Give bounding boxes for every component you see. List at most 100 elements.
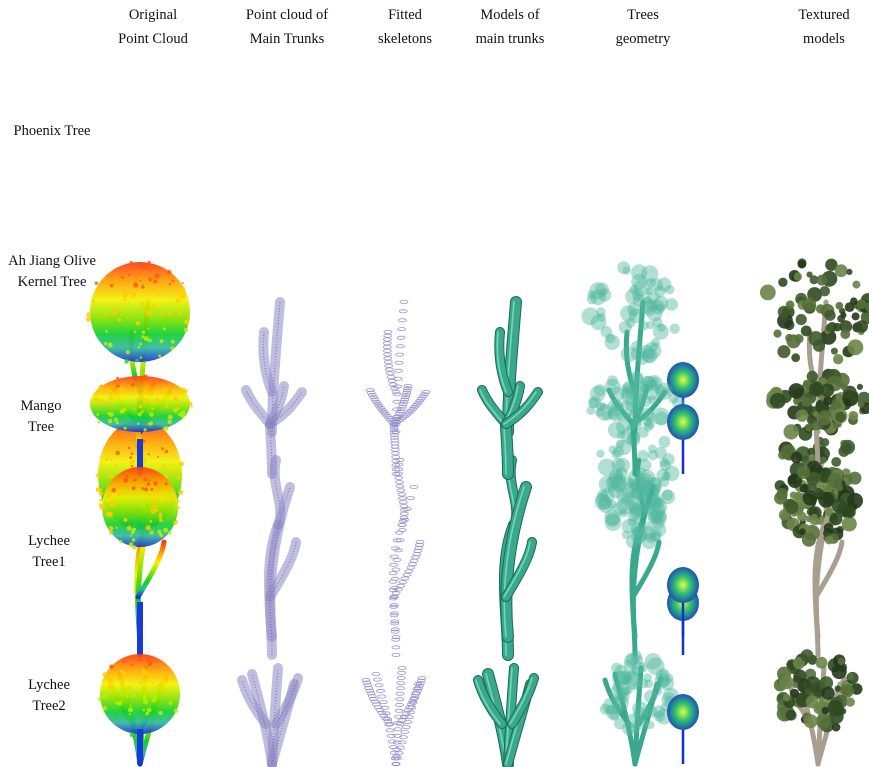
skeleton-ring [380, 411, 390, 416]
geometry-leaf-cluster [630, 486, 648, 504]
geometry-leaf-cluster [599, 402, 608, 411]
geometry-leaf-cluster [668, 393, 679, 404]
point-cloud-point [142, 669, 148, 675]
geometry-leaf-cluster [643, 673, 652, 683]
skeleton-ring [389, 562, 398, 567]
point-cloud-point [129, 461, 133, 465]
point-cloud-point [147, 453, 150, 456]
skeleton-ring [390, 435, 400, 440]
point-cloud-point [152, 674, 158, 680]
point-cloud-point [142, 696, 147, 701]
skeleton-ring [399, 714, 409, 719]
point-cloud-point [130, 452, 134, 456]
geometry-leaf-cluster [643, 382, 661, 401]
trunk-model-highlight [479, 389, 505, 425]
geometry-leaf-cluster [646, 320, 655, 330]
point-cloud-point [157, 499, 160, 502]
trunk-model-branch [502, 538, 536, 601]
column-header-original-point-cloud: Original Point Cloud [108, 3, 198, 51]
geometry-leaf-cluster [631, 476, 649, 494]
geometry-leaf-cluster [630, 503, 643, 516]
skeleton-ring [393, 727, 403, 732]
textured-leaf [840, 439, 856, 455]
skeleton-ring [398, 402, 408, 407]
point-cloud-point [115, 701, 119, 705]
geometry-leaf-cluster [586, 406, 596, 415]
geometry-leaf-cluster [627, 303, 641, 317]
geometry-leaf-cluster [613, 473, 626, 487]
point-cloud-point [122, 477, 129, 483]
geometry-leaf-cluster [600, 326, 613, 338]
point-cloud-point [165, 405, 169, 409]
point-cloud-point [115, 450, 120, 456]
point-cloud-point [153, 692, 159, 698]
geometry-leaf-cluster [593, 384, 606, 397]
geometry-leaf-cluster [659, 677, 669, 688]
geometry-leaf-cluster [661, 386, 671, 396]
geometry-leaf-cluster [652, 497, 665, 509]
skeleton-ring [369, 395, 379, 400]
skeleton-ring [389, 554, 399, 559]
skeleton-ring [395, 352, 405, 357]
point-cloud-point [94, 281, 99, 285]
geometry-leaf-cluster [653, 710, 666, 723]
point-cloud-point [107, 418, 113, 424]
point-cloud-point [177, 292, 180, 295]
textured-leaf [810, 472, 821, 482]
skeleton-ring [394, 587, 403, 592]
textured-leaf [801, 532, 817, 547]
textured-leaf [819, 286, 830, 297]
geometry-leaf-cluster [621, 383, 633, 394]
fitted-skeleton-row-3 [389, 484, 425, 640]
row-label-line: Mango [20, 398, 62, 414]
column-header-fitted-skeletons: Fitted skeletons [360, 3, 450, 51]
geometry-branch [632, 665, 644, 767]
geometry-leaf-cluster [638, 476, 652, 490]
textured-leaf [827, 473, 843, 488]
geometry-leaf-cluster [658, 476, 670, 488]
textured-leaf [818, 696, 826, 704]
row-label-line: Lychee [28, 533, 70, 549]
point-cloud-point [103, 341, 108, 346]
skeleton-ring [371, 672, 381, 677]
skeleton-ring [383, 352, 392, 357]
skeleton-ring [390, 621, 400, 626]
geometry-leaf-cluster [617, 690, 630, 703]
point-cloud-point [115, 421, 119, 425]
point-cloud-point [116, 376, 120, 380]
geometry-leaf-cluster [627, 517, 636, 527]
trunk-point-band [265, 482, 295, 642]
point-cloud-point [168, 312, 173, 317]
textured-leaf [800, 649, 814, 663]
point-cloud-point [161, 676, 167, 682]
textured-leaf [823, 523, 834, 533]
skeleton-ring [395, 344, 405, 349]
geometry-leaf-cluster [607, 398, 624, 416]
skeleton-ring [415, 683, 424, 688]
point-cloud-point [146, 400, 150, 403]
point-cloud-point [135, 387, 138, 390]
skeleton-ring [403, 383, 413, 388]
geometry-leaf-cluster [632, 417, 642, 427]
trunk-point-cloud-row-3 [265, 482, 301, 642]
geometry-leaf-cluster [635, 495, 644, 504]
geometry-leaf-cluster [633, 707, 648, 722]
skeleton-ring [394, 548, 403, 553]
textured-leaf [776, 488, 788, 499]
point-cloud-point [124, 359, 129, 364]
point-cloud-point [158, 710, 163, 716]
point-cloud-point [143, 360, 146, 363]
point-cloud-point [106, 388, 109, 391]
geometry-leaf-cluster [626, 652, 640, 666]
skeleton-ring [399, 507, 409, 512]
geometry-leaf-cluster [652, 484, 662, 494]
textured-leaf [850, 297, 858, 306]
point-cloud-point [153, 481, 158, 486]
geometry-leaf-cluster [631, 666, 641, 676]
point-cloud-point [121, 671, 127, 677]
point-cloud-point [130, 382, 135, 387]
tree-geometry-row-4 [599, 650, 699, 767]
geometry-leaf-cluster [599, 703, 611, 715]
point-cloud-point [86, 316, 91, 322]
